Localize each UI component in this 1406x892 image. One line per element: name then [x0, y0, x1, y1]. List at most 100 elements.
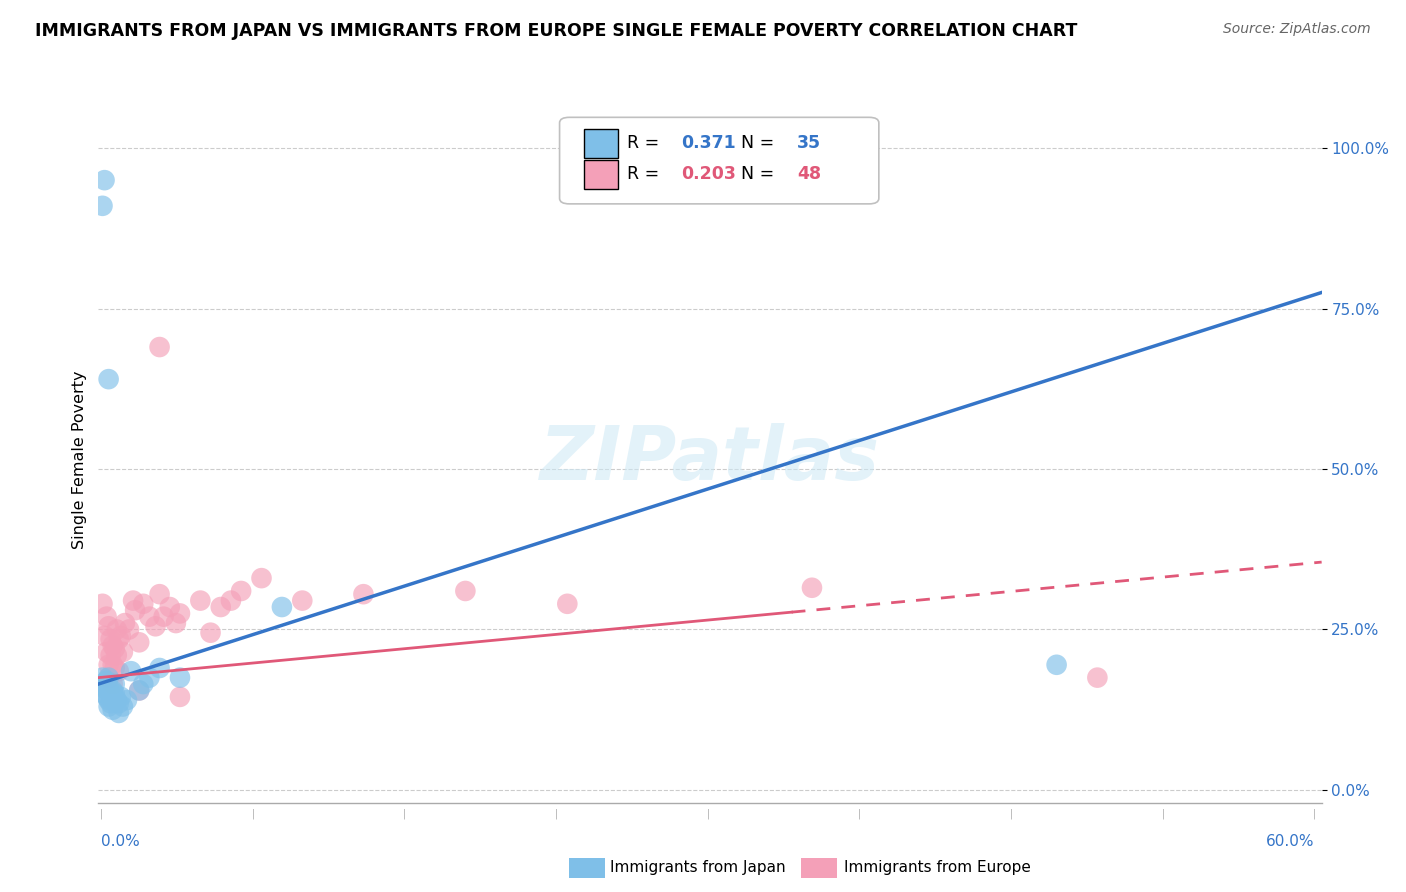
- Point: [97, 671, 120, 685]
- Text: |: |: [404, 808, 406, 819]
- Text: 0.203: 0.203: [681, 165, 735, 184]
- Point: [188, 593, 212, 607]
- Point: [1085, 671, 1108, 685]
- Point: [159, 600, 181, 615]
- Text: Immigrants from Japan: Immigrants from Japan: [610, 861, 786, 875]
- Point: [169, 607, 191, 621]
- Point: [165, 616, 187, 631]
- Point: [250, 571, 273, 585]
- Point: [118, 623, 141, 637]
- Text: ZIPatlas: ZIPatlas: [540, 423, 880, 496]
- Point: [101, 683, 124, 698]
- Text: N =: N =: [730, 165, 779, 184]
- Text: R =: R =: [627, 165, 665, 184]
- Point: [111, 699, 134, 714]
- Point: [200, 625, 222, 640]
- Point: [96, 690, 118, 704]
- Point: [138, 671, 160, 685]
- Point: [149, 661, 172, 675]
- Point: [124, 603, 146, 617]
- Point: [91, 677, 114, 691]
- Point: [169, 690, 191, 704]
- Point: [104, 661, 127, 675]
- Text: IMMIGRANTS FROM JAPAN VS IMMIGRANTS FROM EUROPE SINGLE FEMALE POVERTY CORRELATIO: IMMIGRANTS FROM JAPAN VS IMMIGRANTS FROM…: [35, 22, 1077, 40]
- Point: [91, 199, 114, 213]
- FancyBboxPatch shape: [583, 129, 619, 158]
- Text: |: |: [858, 808, 862, 819]
- Point: [93, 687, 115, 701]
- Text: Source: ZipAtlas.com: Source: ZipAtlas.com: [1223, 22, 1371, 37]
- Point: [91, 671, 114, 685]
- Text: 0.0%: 0.0%: [101, 834, 141, 848]
- Point: [93, 629, 115, 643]
- Point: [96, 645, 118, 659]
- Point: [100, 696, 122, 710]
- Point: [145, 619, 167, 633]
- Point: [114, 616, 136, 631]
- Point: [108, 664, 131, 678]
- Point: [100, 648, 122, 662]
- Point: [97, 680, 120, 694]
- Point: [270, 600, 294, 615]
- Point: [101, 703, 124, 717]
- Point: [97, 693, 120, 707]
- Point: [138, 609, 160, 624]
- Point: [96, 683, 118, 698]
- Point: [100, 632, 122, 646]
- Point: [132, 597, 155, 611]
- Point: [128, 683, 150, 698]
- FancyBboxPatch shape: [583, 160, 619, 189]
- Text: 48: 48: [797, 165, 821, 184]
- Point: [97, 372, 120, 386]
- Text: |: |: [706, 808, 710, 819]
- Text: |: |: [100, 808, 103, 819]
- Text: |: |: [1010, 808, 1012, 819]
- Point: [101, 657, 124, 672]
- Y-axis label: Single Female Poverty: Single Female Poverty: [72, 370, 87, 549]
- Point: [101, 639, 124, 653]
- Point: [91, 597, 114, 611]
- Point: [555, 597, 579, 611]
- Point: [104, 687, 127, 701]
- Point: [110, 629, 132, 643]
- Text: Immigrants from Europe: Immigrants from Europe: [844, 861, 1031, 875]
- Point: [93, 173, 115, 187]
- Text: 60.0%: 60.0%: [1267, 834, 1315, 848]
- Point: [209, 600, 232, 615]
- Point: [93, 680, 115, 694]
- Point: [115, 693, 138, 707]
- Point: [97, 699, 120, 714]
- Point: [122, 593, 145, 607]
- Point: [108, 706, 131, 720]
- Point: [291, 593, 314, 607]
- Point: [149, 340, 172, 354]
- Point: [352, 587, 374, 601]
- Point: [101, 693, 124, 707]
- Text: |: |: [1313, 808, 1316, 819]
- Text: |: |: [1161, 808, 1164, 819]
- Point: [101, 677, 124, 691]
- Point: [231, 584, 253, 599]
- Point: [128, 683, 150, 698]
- Text: 35: 35: [797, 135, 821, 153]
- Point: [1045, 657, 1069, 672]
- Point: [108, 632, 131, 646]
- Point: [105, 623, 128, 637]
- Point: [100, 687, 122, 701]
- Point: [169, 671, 191, 685]
- Text: |: |: [554, 808, 558, 819]
- Point: [132, 677, 155, 691]
- Point: [97, 671, 120, 685]
- Point: [110, 690, 132, 704]
- Text: N =: N =: [730, 135, 779, 153]
- FancyBboxPatch shape: [560, 118, 879, 204]
- Text: |: |: [252, 808, 254, 819]
- Point: [111, 645, 134, 659]
- Point: [120, 664, 142, 678]
- Text: 0.371: 0.371: [681, 135, 735, 153]
- Point: [97, 657, 120, 672]
- Point: [219, 593, 242, 607]
- Point: [152, 609, 174, 624]
- Point: [454, 584, 477, 599]
- Point: [128, 635, 150, 649]
